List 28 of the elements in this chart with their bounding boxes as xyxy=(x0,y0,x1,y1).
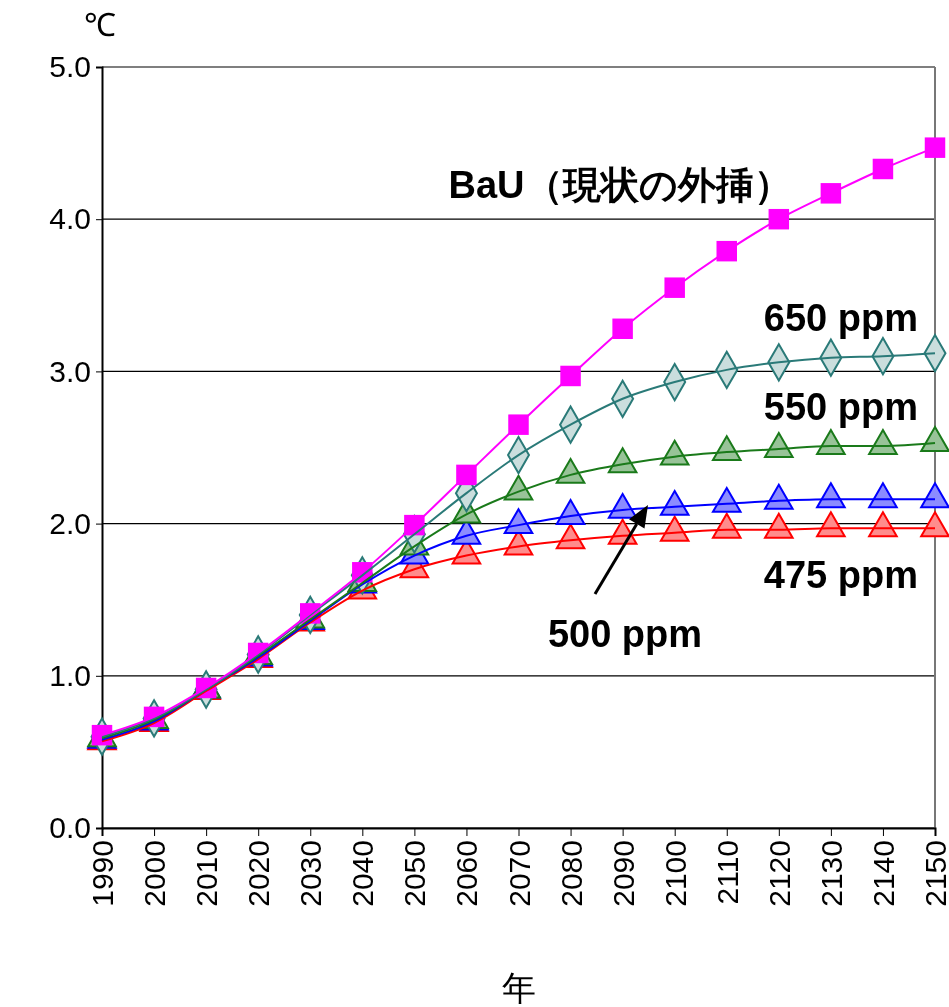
x-tick-label: 2150 xyxy=(919,840,949,907)
y-tick-label: 4.0 xyxy=(49,202,91,236)
y-tick-label: 2.0 xyxy=(49,506,91,540)
x-tick-label: 2110 xyxy=(710,840,744,905)
x-tick-label: 2070 xyxy=(502,840,536,907)
x-tick-label: 2080 xyxy=(554,840,588,907)
x-tick-label: 2090 xyxy=(606,840,640,907)
y-tick-label: 1.0 xyxy=(49,658,91,692)
series-label: BaU（現状の外挿） xyxy=(448,164,792,206)
series-label: 650 ppm xyxy=(763,297,918,339)
x-axis-title: 年 xyxy=(501,969,536,1007)
x-tick-label: 2060 xyxy=(450,840,484,907)
series-label: 550 ppm xyxy=(763,386,918,428)
series-label: 475 ppm xyxy=(763,554,918,596)
x-tick-label: 2130 xyxy=(814,840,848,907)
x-tick-label: 2100 xyxy=(658,840,692,907)
y-tick-label: 3.0 xyxy=(49,354,91,388)
x-tick-label: 2000 xyxy=(138,840,172,907)
y-tick-label: 5.0 xyxy=(49,50,91,84)
x-tick-label: 2030 xyxy=(294,840,328,907)
x-tick-label: 2050 xyxy=(398,840,432,907)
y-axis-title: ℃ xyxy=(84,7,116,43)
x-tick-label: 2040 xyxy=(346,840,380,907)
text: 500 ppm xyxy=(547,613,703,655)
x-tick-label: 2010 xyxy=(190,840,224,907)
x-tick-label: 2120 xyxy=(762,840,796,907)
x-tick-label: 2020 xyxy=(242,840,276,907)
x-tick-label: 2140 xyxy=(866,840,900,907)
